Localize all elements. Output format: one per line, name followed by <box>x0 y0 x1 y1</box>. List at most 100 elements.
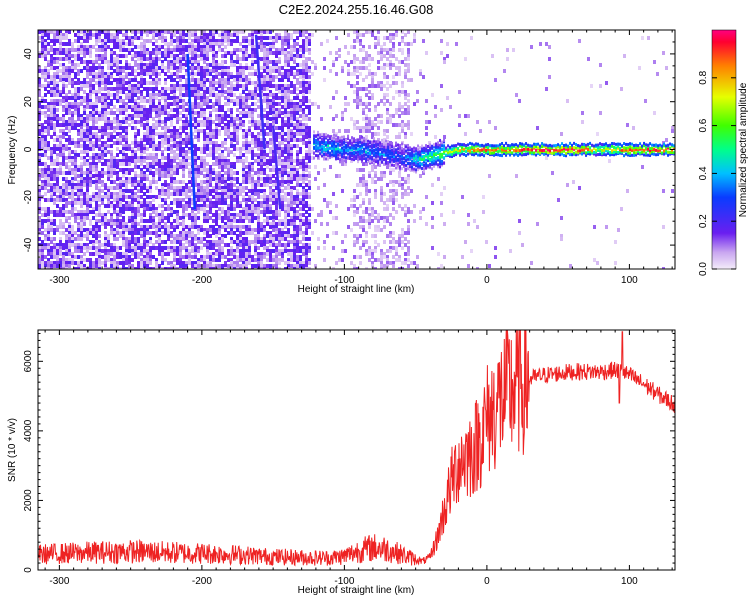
spectrogram-cell <box>212 144 215 148</box>
spectrogram-cell <box>155 105 158 109</box>
spectrogram-cell <box>44 150 47 154</box>
spectrogram-cell <box>92 246 95 250</box>
spectrogram-cell <box>74 192 77 196</box>
spectrogram-cell <box>194 216 197 220</box>
spectrogram-cell <box>53 189 56 193</box>
spectrogram-cell <box>290 264 293 268</box>
spectrogram-cell <box>188 138 191 142</box>
spectrogram-cell <box>167 60 170 64</box>
spectrogram-cell <box>227 93 230 97</box>
spectrogram-cell <box>209 45 212 49</box>
spectrogram-cell <box>173 66 176 70</box>
spectrogram-cell <box>275 243 278 247</box>
spectrogram-cell <box>296 201 299 205</box>
spectrogram-cell <box>212 87 215 91</box>
spectrogram-cell <box>173 210 176 214</box>
spectrogram-cell <box>122 195 125 199</box>
spectrogram-cell <box>137 147 140 151</box>
spectrogram-cell <box>251 174 254 178</box>
spectrogram-cell <box>302 69 305 73</box>
spectrogram-cell <box>44 99 47 103</box>
spectrogram-cell <box>128 159 131 163</box>
spectrogram-cell <box>104 105 107 109</box>
spectrogram-cell <box>71 54 74 58</box>
spectrogram-cell <box>80 123 83 127</box>
spectrogram-cell <box>230 132 233 136</box>
spectrogram-cell <box>263 57 266 61</box>
spectrogram-cell <box>233 117 236 121</box>
spectrogram-cell <box>38 66 41 70</box>
spectrogram-cell <box>53 219 56 223</box>
spectrogram-cell <box>230 141 233 145</box>
spectrogram-cell <box>86 36 89 40</box>
spectrogram-cell <box>95 201 98 205</box>
spectrogram-cell <box>218 42 221 46</box>
spectrogram-cell <box>260 168 263 172</box>
spectrogram-cell <box>185 138 188 142</box>
spectrogram-cell <box>179 252 182 256</box>
spectrogram-cell <box>284 234 287 238</box>
spectrogram-cell <box>179 105 182 109</box>
spectrogram-cell <box>101 249 104 253</box>
spectrogram-cell <box>194 156 197 160</box>
spectrogram-cell <box>104 33 107 37</box>
spectrogram-cell <box>203 243 206 247</box>
spectrogram-cell <box>122 252 125 256</box>
spectrogram-cell <box>41 174 44 178</box>
spectrogram-cell <box>284 231 287 235</box>
spectrogram-cell <box>194 126 197 130</box>
spectrogram-cell <box>164 36 167 40</box>
spectrogram-cell <box>158 243 161 247</box>
spectrogram-cell <box>281 129 284 133</box>
spectrogram-cell <box>101 222 104 226</box>
spectrogram-cell <box>152 195 155 199</box>
spectrogram-cell <box>77 78 80 82</box>
spectrogram-cell <box>185 102 188 106</box>
spectrogram-cell <box>74 123 77 127</box>
spectrogram-cell <box>116 114 119 118</box>
spectrogram-cell <box>197 225 200 229</box>
spectrogram-cell <box>107 138 110 142</box>
spectrogram-cell <box>233 162 236 166</box>
spectrogram-cell <box>299 150 302 154</box>
spectrogram-cell <box>170 174 173 178</box>
spectrogram-cell <box>50 237 53 241</box>
spectrogram-cell <box>155 213 158 217</box>
spectrogram-cell <box>260 240 263 244</box>
spectrogram-cell <box>170 66 173 70</box>
spectrogram-cell <box>230 174 233 178</box>
spectrogram-cell <box>209 177 212 181</box>
spectrogram-cell <box>86 33 89 37</box>
spectrogram-cell <box>182 234 185 238</box>
spectrogram-cell <box>263 255 266 259</box>
spectrogram-cell <box>239 63 242 67</box>
spectrogram-cell <box>158 93 161 97</box>
spectrogram-cell <box>77 138 80 142</box>
spectrogram-cell <box>122 207 125 211</box>
spectrogram-cell <box>302 84 305 88</box>
spectrogram-cell <box>134 252 137 256</box>
spectrogram-cell <box>269 126 272 130</box>
spectrogram-cell <box>74 153 77 157</box>
spectrogram-cell <box>272 60 275 64</box>
spectrogram-cell <box>224 255 227 259</box>
spectrogram-cell <box>125 117 128 121</box>
spectrogram-cell <box>101 150 104 154</box>
spectrogram-cell <box>140 69 143 73</box>
spectrogram-cell <box>206 39 209 43</box>
spectrogram-cell <box>125 258 128 262</box>
spectrogram-cell <box>245 105 248 109</box>
spectrogram-cell <box>224 159 227 163</box>
spectrogram-cell <box>53 147 56 151</box>
spectrogram-cell <box>299 231 302 235</box>
spectrogram-cell <box>104 129 107 133</box>
spectrogram-cell <box>236 255 239 259</box>
spectrogram-cell <box>119 168 122 172</box>
spectrogram-cell <box>248 207 251 211</box>
spectrogram-cell <box>59 135 62 139</box>
spectrogram-cell <box>47 219 50 223</box>
spectrogram-cell <box>95 225 98 229</box>
spectrogram-cell <box>251 216 254 220</box>
spectrogram-cell <box>227 162 230 166</box>
spectrogram-cell <box>269 75 272 79</box>
